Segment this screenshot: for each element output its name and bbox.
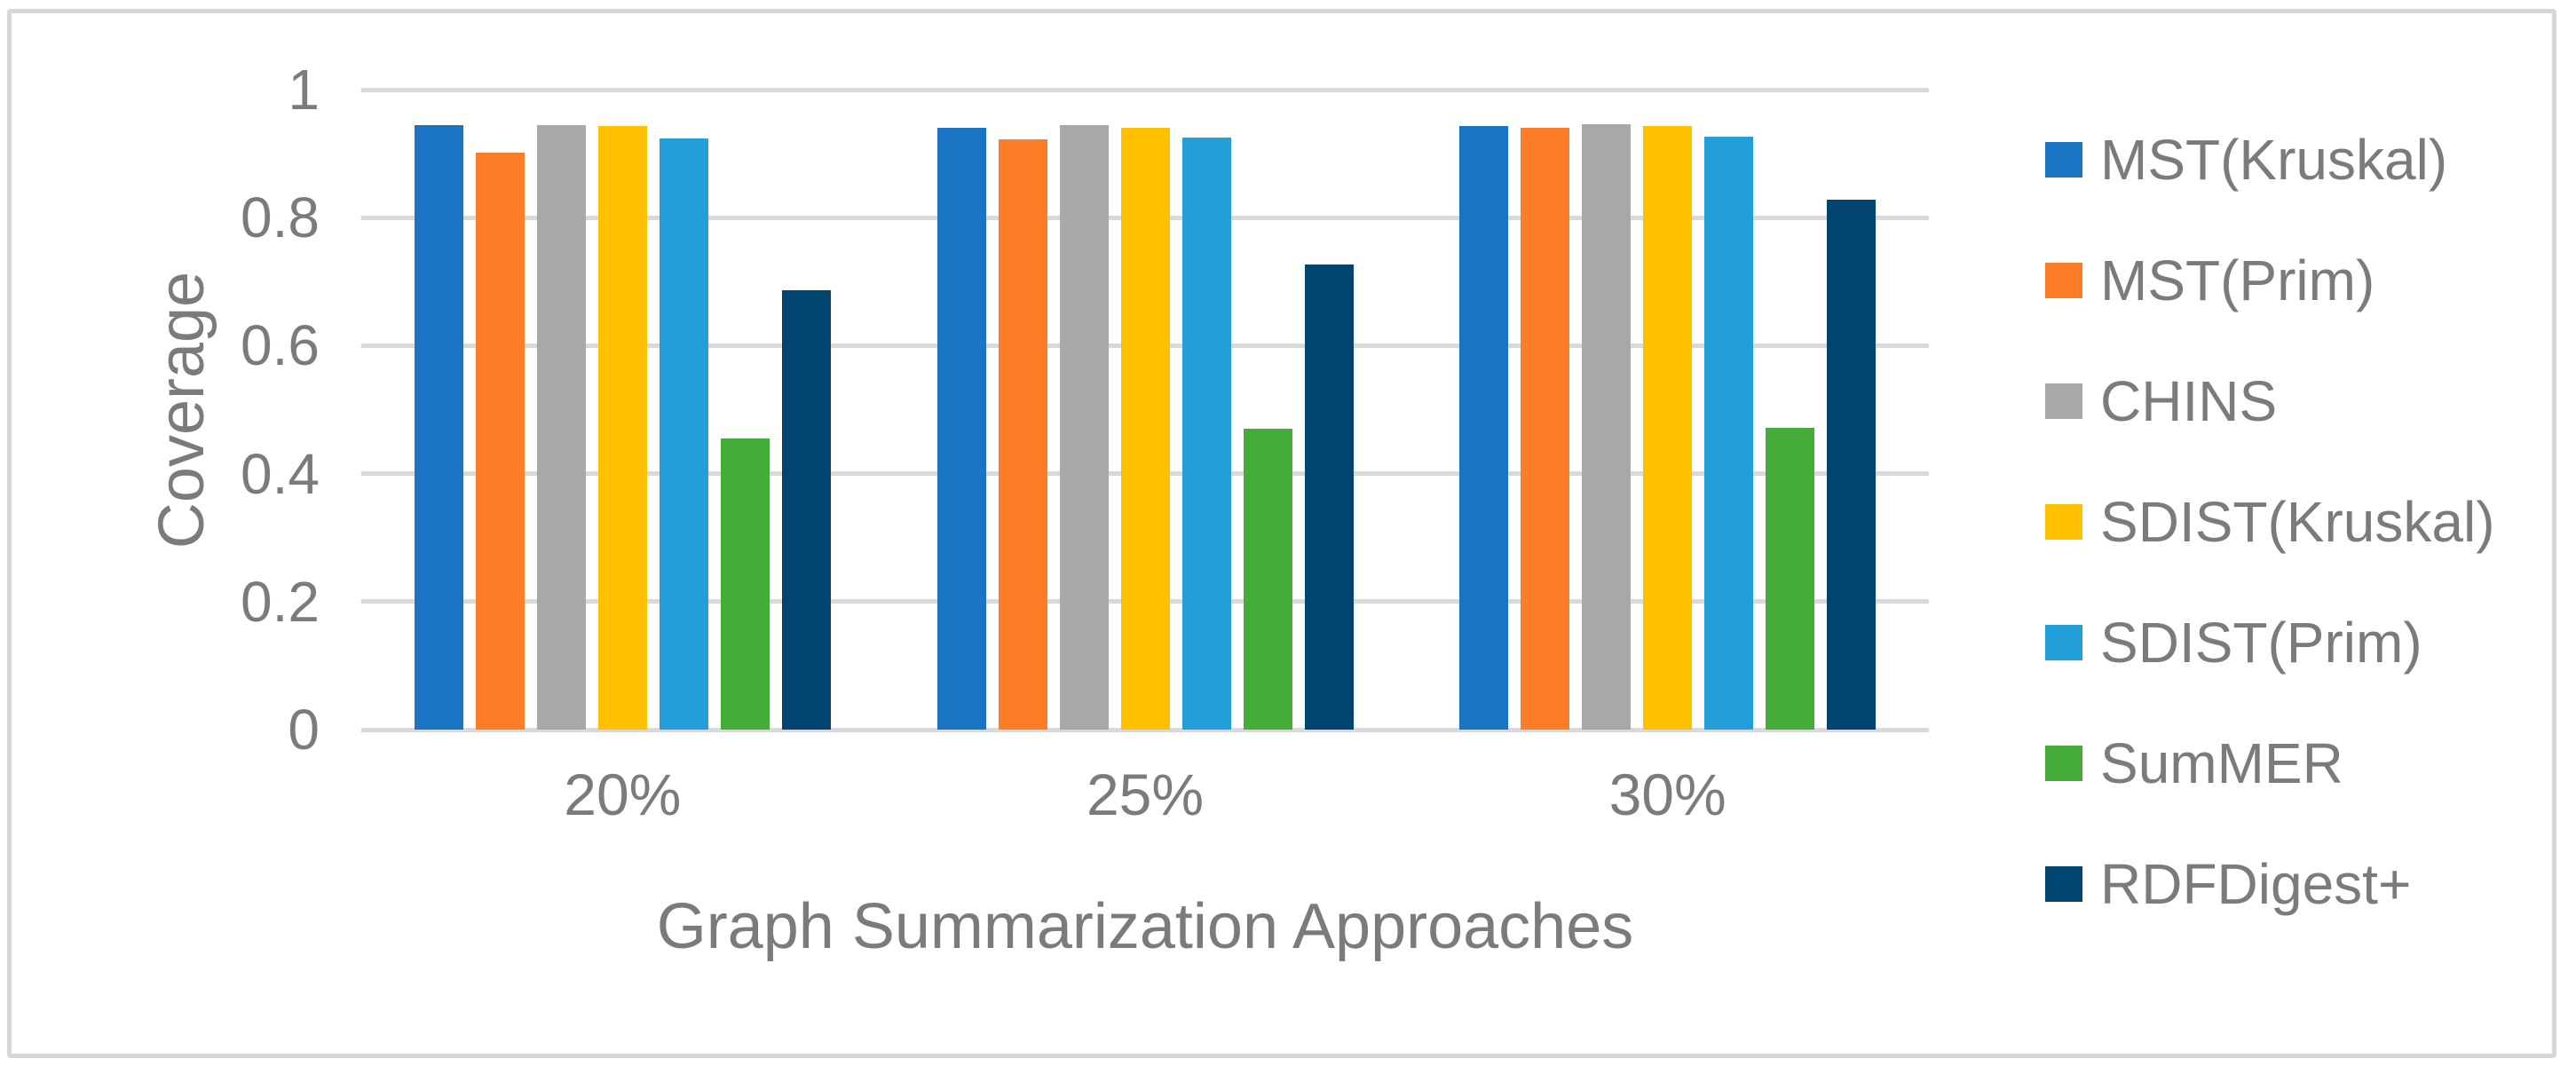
bar-summer-25 <box>1243 429 1292 730</box>
bar-mst-kruskal-30 <box>1459 126 1509 730</box>
legend-item-sdist-kruskal: SDIST(Kruskal) <box>2045 490 2495 554</box>
legend-label-sdist-kruskal: SDIST(Kruskal) <box>2100 490 2495 554</box>
y-tick-label: 1 <box>288 58 320 122</box>
bar-summer-20 <box>720 438 770 730</box>
y-tick-label: 0 <box>288 698 320 762</box>
bar-mst-kruskal-25 <box>936 127 986 730</box>
legend-label-chins: CHINS <box>2100 369 2278 433</box>
legend-swatch-mst-kruskal <box>2045 142 2082 178</box>
bar-rdfdigest-20 <box>781 290 831 730</box>
bar-chins-30 <box>1582 123 1632 730</box>
y-tick-label: 0.4 <box>241 441 320 506</box>
bar-sdist-kruskal-20 <box>597 126 647 730</box>
bar-mst-prim-25 <box>998 138 1047 730</box>
bar-mst-prim-20 <box>475 153 525 730</box>
bar-mst-kruskal-20 <box>414 125 463 730</box>
y-axis-title: Coverage <box>146 271 217 549</box>
legend-swatch-summer <box>2045 746 2082 781</box>
x-tick-label-20: 20% <box>564 762 682 827</box>
y-tick-label: 0.8 <box>241 186 320 250</box>
gridline <box>361 727 1929 732</box>
legend-label-mst-kruskal: MST(Kruskal) <box>2100 128 2448 192</box>
legend-item-rdfdigest: RDFDigest+ <box>2045 852 2411 916</box>
legend-label-summer: SumMER <box>2100 731 2343 795</box>
bar-chins-25 <box>1059 124 1109 730</box>
bar-rdfdigest-30 <box>1827 200 1877 730</box>
bar-mst-prim-30 <box>1521 128 1570 730</box>
legend-swatch-sdist-prim <box>2045 625 2082 660</box>
legend-item-chins: CHINS <box>2045 369 2277 433</box>
legend-swatch-sdist-kruskal <box>2045 504 2082 540</box>
legend-item-mst-prim: MST(Prim) <box>2045 249 2375 312</box>
bar-sdist-prim-25 <box>1181 138 1231 730</box>
x-axis-title: Graph Summarization Approaches <box>656 891 1634 962</box>
bar-rdfdigest-25 <box>1304 264 1354 730</box>
bar-chins-20 <box>536 124 586 730</box>
legend-label-mst-prim: MST(Prim) <box>2100 249 2375 312</box>
x-tick-label-25: 25% <box>1086 762 1205 827</box>
bar-sdist-kruskal-25 <box>1120 127 1170 730</box>
bar-summer-30 <box>1766 428 1815 730</box>
legend-item-sdist-prim: SDIST(Prim) <box>2045 611 2422 675</box>
legend-swatch-mst-prim <box>2045 263 2082 298</box>
x-tick-label-30: 30% <box>1608 762 1727 827</box>
legend-item-mst-kruskal: MST(Kruskal) <box>2045 128 2447 192</box>
gridline <box>361 87 1929 92</box>
legend-label-rdfdigest: RDFDigest+ <box>2100 852 2412 916</box>
legend-swatch-rdfdigest <box>2045 866 2082 902</box>
legend-label-sdist-prim: SDIST(Prim) <box>2100 611 2422 675</box>
y-tick-label: 0.6 <box>241 313 320 378</box>
legend-item-summer: SumMER <box>2045 731 2343 795</box>
y-tick-label: 0.2 <box>241 569 320 634</box>
bar-sdist-prim-30 <box>1704 137 1754 730</box>
bar-sdist-kruskal-30 <box>1643 126 1693 730</box>
legend-swatch-chins <box>2045 383 2082 419</box>
bar-sdist-prim-20 <box>659 138 708 730</box>
